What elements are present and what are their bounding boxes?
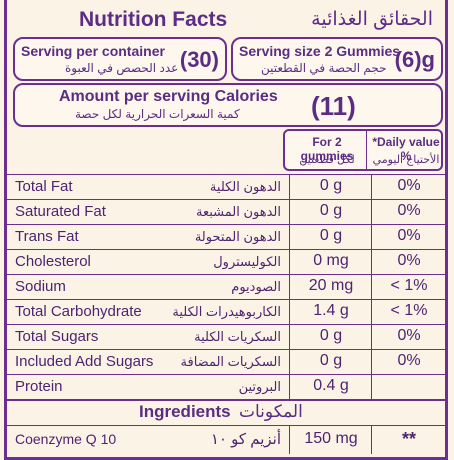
nutrient-dv: 0% [397, 177, 421, 194]
serving-per-container-label: Serving per container [21, 43, 165, 59]
serving-size-label: Serving size 2 Gummies [239, 43, 401, 59]
nutrient-dv: 0% [397, 252, 421, 269]
nutrient-amount: 0 g [319, 227, 343, 244]
nutrient-name: Total Sugars [15, 328, 99, 345]
table-header-box: For 2 gummies لكل قطعتين *Daily value % … [283, 129, 443, 171]
nutrition-facts-panel: Nutrition Facts الحقائق الغذائية Serving… [4, 0, 448, 460]
ingredient-amount: 150 mg [304, 430, 358, 447]
table-row: Total Fat الدهون الكلية 0 g 0% [7, 174, 445, 200]
nutrient-dv: 0% [397, 327, 421, 344]
nutrient-name-ar: الدهون المشبعة [196, 204, 281, 219]
nutrient-dv: 0% [397, 227, 421, 244]
dv-header-label: *Daily value % [372, 135, 440, 163]
nutrient-name-ar: الدهون المتحولة [194, 229, 281, 244]
ingredient-dv: ** [401, 429, 416, 449]
ingredients-label-ar: المكونات [239, 402, 303, 421]
ingredients-label: Ingredients [139, 402, 231, 421]
table-row: Cholesterol الكوليسترول 0 mg 0% [7, 249, 445, 275]
serving-size-box: Serving size 2 Gummies حجم الحصة في القط… [231, 37, 443, 81]
serving-size-label-ar: حجم الحصة في القطعتين [261, 61, 387, 75]
nutrient-name-ar: الصوديوم [231, 279, 281, 294]
nutrient-amount: 0 mg [313, 252, 349, 269]
nutrient-amount: 0.4 g [313, 377, 349, 394]
nutrient-name: Trans Fat [15, 228, 79, 245]
nutrient-amount: 0 g [319, 352, 343, 369]
nutrient-name: Total Fat [15, 178, 73, 195]
amount-header-label-ar: لكل قطعتين [299, 154, 355, 166]
calories-box: Amount per serving Calories كمية السعرات… [13, 83, 443, 127]
table-row: Total Carbohydrate الكاربوهيدرات الكلية … [7, 299, 445, 325]
ingredient-row: Coenzyme Q 10 أنزيم كو ١٠ 150 mg ** [7, 425, 445, 454]
calories-label: Amount per serving Calories [59, 88, 278, 105]
serving-per-container-value: (30) [179, 47, 219, 72]
serving-per-container-box: Serving per container عدد الحصص في العبو… [13, 37, 227, 81]
nutrient-name-ar: البروتين [238, 379, 281, 394]
nutrient-amount: 1.4 g [313, 302, 349, 319]
nutrient-dv: 0% [397, 352, 421, 369]
nutrient-name: Sodium [15, 278, 66, 295]
ingredient-name: Coenzyme Q 10 [15, 431, 117, 447]
dv-header-label-ar: الأحتياج اليومي [372, 154, 440, 166]
calories-label-ar: كمية السعرات الحرارية لكل حصة [75, 107, 240, 121]
nutrient-amount: 20 mg [308, 277, 354, 294]
serving-size-value: (6)g [394, 47, 435, 72]
nutrient-name-ar: السكريات المضافة [180, 354, 281, 369]
nutrition-facts-title-ar: الحقائق الغذائية [311, 9, 433, 30]
nutrition-facts-title: Nutrition Facts [79, 8, 228, 31]
nutrient-name-ar: الدهون الكلية [209, 179, 281, 194]
nutrient-name: Included Add Sugars [15, 353, 154, 370]
table-row: Sodium الصوديوم 20 mg < 1% [7, 274, 445, 300]
nutrient-dv: < 1% [390, 277, 428, 294]
nutrient-dv: 0% [397, 202, 421, 219]
table-row: Trans Fat الدهون المتحولة 0 g 0% [7, 224, 445, 250]
nutrient-name: Total Carbohydrate [15, 303, 142, 320]
nutrient-name-ar: السكريات الكلية [194, 329, 281, 344]
calories-value: (11) [311, 91, 356, 121]
serving-per-container-label-ar: عدد الحصص في العبوة [65, 61, 179, 75]
nutrient-name: Cholesterol [15, 253, 91, 270]
nutrient-name: Protein [15, 378, 63, 395]
nutrient-name: Saturated Fat [15, 203, 106, 220]
table-row: Protein البروتين 0.4 g [7, 374, 445, 400]
nutrient-amount: 0 g [319, 177, 343, 194]
table-row: Saturated Fat الدهون المشبعة 0 g 0% [7, 199, 445, 225]
nutrient-dv: < 1% [390, 302, 428, 319]
table-row: Included Add Sugars السكريات المضافة 0 g… [7, 349, 445, 375]
nutrient-name-ar: الكاربوهيدرات الكلية [172, 304, 281, 319]
table-row: Total Sugars السكريات الكلية 0 g 0% [7, 324, 445, 350]
amount-header-label: For 2 gummies [300, 135, 354, 163]
nutrient-name-ar: الكوليسترول [213, 254, 281, 269]
nutrient-amount: 0 g [319, 327, 343, 344]
nutrient-amount: 0 g [319, 202, 343, 219]
ingredient-name-ar: أنزيم كو ١٠ [210, 431, 281, 448]
